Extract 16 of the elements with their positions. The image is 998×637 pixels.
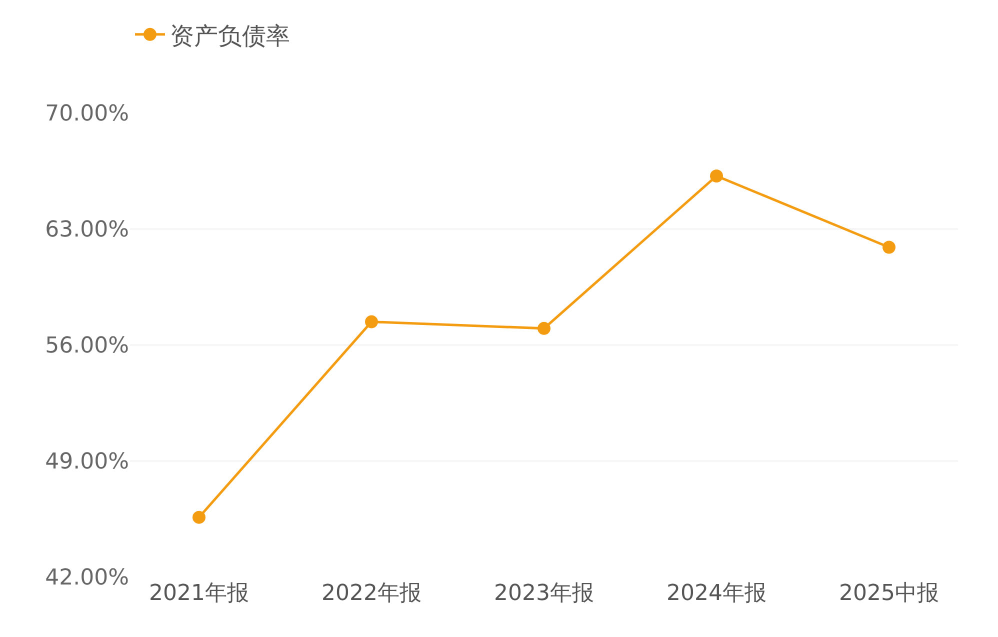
- point: [192, 510, 206, 524]
- x-tick-label: 2021年报: [149, 581, 249, 606]
- legend-label: 资产负债率: [170, 22, 290, 50]
- y-tick-label: 42.00%: [45, 566, 129, 591]
- x-tick-label: 2025中报: [839, 581, 939, 606]
- y-tick-label: 70.00%: [45, 102, 129, 127]
- point: [538, 322, 550, 335]
- x-tick-label: 2023年报: [494, 581, 594, 606]
- point: [365, 315, 378, 328]
- x-tick-label: 2024年报: [666, 581, 766, 606]
- point: [882, 240, 896, 254]
- x-tick-label: 2022年报: [322, 581, 422, 606]
- point: [710, 169, 723, 182]
- y-tick-label: 49.00%: [45, 450, 129, 475]
- y-tick-label: 56.00%: [45, 334, 129, 359]
- y-tick-label: 63.00%: [45, 218, 129, 243]
